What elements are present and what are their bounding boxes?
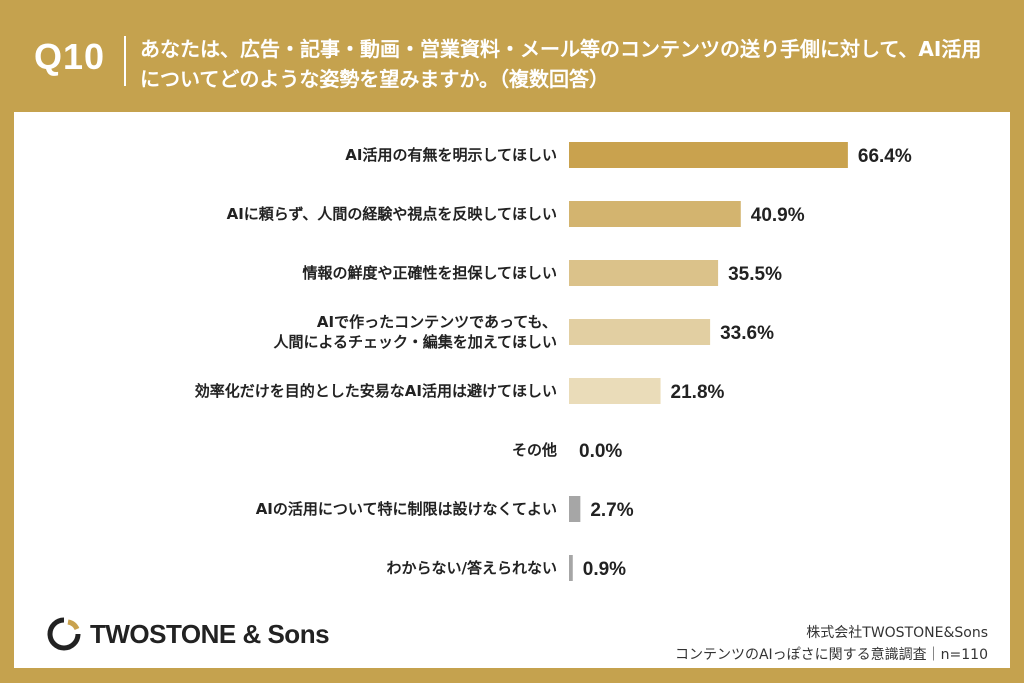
survey-info: コンテンツのAIっぽさに関する意識調査｜n=110: [674, 647, 988, 663]
chart-panel: AI活用の有無を明示してほしい 66.4% AIに頼らず、人間の経験や視点を反映して…: [14, 112, 1010, 668]
header-divider: [124, 36, 126, 86]
source-note: 株式会社TWOSTONE&Sons コンテンツのAIっぽさに関する意識調査｜n=…: [675, 622, 988, 666]
category-label: AIで作ったコンテンツであっても、人間によるチェック・編集を加えてほしい: [273, 313, 557, 351]
question-number: Q10: [34, 36, 106, 77]
value-label: 0.0%: [579, 441, 622, 462]
value-label: 33.6%: [720, 323, 774, 344]
category-label: 効率化だけを目的とした安易なAI活用は避けてほしい: [195, 382, 557, 400]
question-text: あなたは、広告・記事・動画・営業資料・メール等のコンテンツの送り手側に対して、A…: [140, 37, 982, 91]
category-label: わからない/答えられない: [387, 559, 557, 577]
category-label: AIの活用について特に制限は設けなくてよい: [256, 500, 557, 518]
bar: [569, 378, 661, 404]
category-label: その他: [512, 441, 557, 459]
category-label: AI活用の有無を明示してほしい: [345, 146, 557, 164]
bar: [569, 142, 848, 168]
bar-chart: AI活用の有無を明示してほしい 66.4% AIに頼らず、人間の経験や視点を反映して…: [195, 142, 912, 581]
bar: [569, 555, 573, 581]
company-logo: TWOSTONE & Sons: [46, 617, 330, 651]
bar: [569, 319, 711, 345]
value-label: 66.4%: [858, 146, 912, 167]
question-header: Q10 あなたは、広告・記事・動画・営業資料・メール等のコンテンツの送り手側に対…: [0, 0, 1024, 112]
logo-mark-icon: [47, 617, 81, 651]
value-label: 21.8%: [671, 382, 725, 403]
category-label: 情報の鮮度や正確性を担保してほしい: [302, 264, 557, 282]
logo-wordmark: TWOSTONE & Sons: [90, 618, 330, 649]
value-label: 40.9%: [751, 205, 805, 226]
category-label: AIに頼らず、人間の経験や視点を反映してほしい: [227, 205, 557, 223]
value-label: 35.5%: [728, 264, 782, 285]
value-label: 2.7%: [590, 500, 633, 521]
bar: [569, 201, 741, 227]
bar: [569, 260, 719, 286]
company-name: 株式会社TWOSTONE&Sons: [806, 625, 988, 641]
bar: [569, 496, 581, 522]
value-label: 0.9%: [583, 559, 626, 580]
